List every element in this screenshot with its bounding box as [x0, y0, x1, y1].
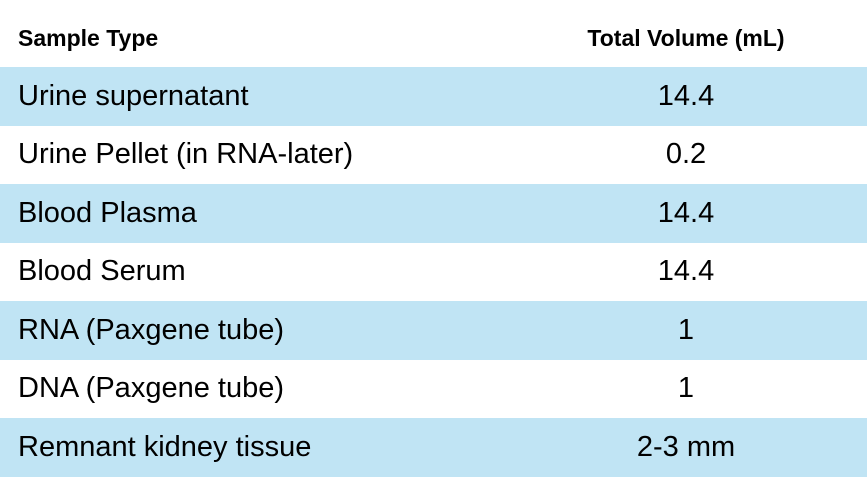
- sample-type-cell: DNA (Paxgene tube): [18, 372, 284, 405]
- table-row: Blood Serum 14.4: [0, 242, 867, 301]
- total-volume-cell: 2-3 mm: [636, 430, 736, 463]
- sample-type-cell: RNA (Paxgene tube): [18, 313, 284, 346]
- sample-type-cell: Remnant kidney tissue: [18, 430, 312, 463]
- sample-type-cell: Urine supernatant: [18, 79, 249, 112]
- table-row: Blood Plasma 14.4: [0, 184, 867, 243]
- table-row: Urine Pellet (in RNA-later) 0.2: [0, 125, 867, 184]
- header-total-volume: Total Volume (mL): [587, 24, 785, 51]
- total-volume-cell: 14.4: [657, 196, 715, 229]
- sample-type-cell: Blood Plasma: [18, 196, 197, 229]
- total-volume-cell: 14.4: [657, 255, 715, 288]
- total-volume-cell: 1: [677, 313, 695, 346]
- table-row: RNA (Paxgene tube) 1: [0, 301, 867, 360]
- sample-volume-table: Sample Type Total Volume (mL) Urine supe…: [0, 9, 867, 477]
- table-row: DNA (Paxgene tube) 1: [0, 359, 867, 418]
- table-header-row: Sample Type Total Volume (mL): [0, 9, 867, 67]
- table-row: Remnant kidney tissue 2-3 mm: [0, 418, 867, 477]
- sample-type-cell: Blood Serum: [18, 255, 186, 288]
- total-volume-cell: 14.4: [657, 79, 715, 112]
- total-volume-cell: 0.2: [665, 138, 707, 171]
- sample-type-cell: Urine Pellet (in RNA-later): [18, 138, 354, 171]
- total-volume-cell: 1: [677, 372, 695, 405]
- table-row: Urine supernatant 14.4: [0, 67, 867, 126]
- header-sample-type: Sample Type: [18, 24, 159, 51]
